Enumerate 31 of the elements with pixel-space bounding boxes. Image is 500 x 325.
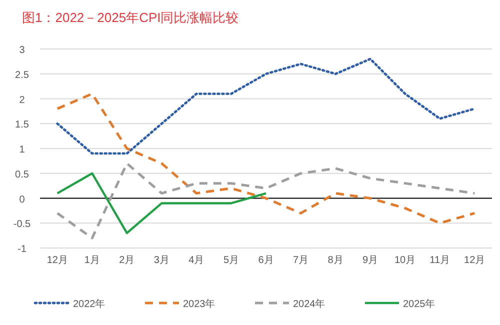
x-tick-label: 2月 (119, 255, 135, 266)
x-tick-label: 7月 (292, 255, 309, 266)
y-tick-label: -0.5 (13, 219, 32, 230)
chart-title: 图1：2022－2025年CPI同比涨幅比较 (22, 10, 239, 25)
x-tick-label: 3月 (154, 255, 170, 266)
x-tick-label: 5月 (223, 255, 240, 266)
x-tick-label: 12月 (464, 255, 486, 266)
legend-label: 2023年 (183, 298, 216, 310)
line-series (56, 58, 476, 155)
y-tick-label: 1 (19, 144, 26, 156)
line-series (56, 172, 268, 234)
x-tick-label: 1月 (84, 255, 100, 266)
x-tick-label: 6月 (258, 255, 274, 266)
line-series (56, 92, 476, 224)
x-tick-label: 8月 (328, 255, 344, 266)
x-tick-label: 11月 (430, 255, 450, 266)
y-tick-label: 1.5 (15, 120, 30, 131)
legend-label: 2022年 (73, 298, 106, 310)
line-series (56, 162, 476, 240)
x-tick-label: 12月 (46, 255, 68, 266)
legend-label: 2025年 (403, 298, 436, 310)
legend-label: 2024年 (293, 298, 326, 310)
y-tick-label: 0 (19, 194, 26, 206)
y-tick-label: 2 (19, 94, 26, 106)
x-tick-label: 9月 (362, 255, 378, 266)
y-tick-label: -1 (18, 244, 27, 255)
x-tick-label: 4月 (188, 255, 204, 266)
y-tick-label: 2.5 (15, 70, 30, 81)
x-tick-label: 10月 (394, 255, 416, 266)
y-tick-label: 0.5 (15, 169, 30, 180)
y-tick-label: 3 (19, 45, 26, 56)
